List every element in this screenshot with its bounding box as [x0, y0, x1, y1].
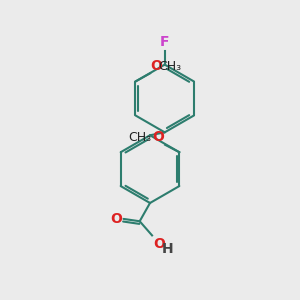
- Text: O: O: [110, 212, 122, 226]
- Text: H: H: [161, 242, 173, 256]
- Text: O: O: [151, 59, 163, 73]
- Text: CH₃: CH₃: [158, 60, 182, 73]
- Text: CH₃: CH₃: [128, 131, 152, 144]
- Text: O: O: [152, 130, 164, 144]
- Text: O: O: [153, 237, 165, 251]
- Text: F: F: [160, 35, 169, 49]
